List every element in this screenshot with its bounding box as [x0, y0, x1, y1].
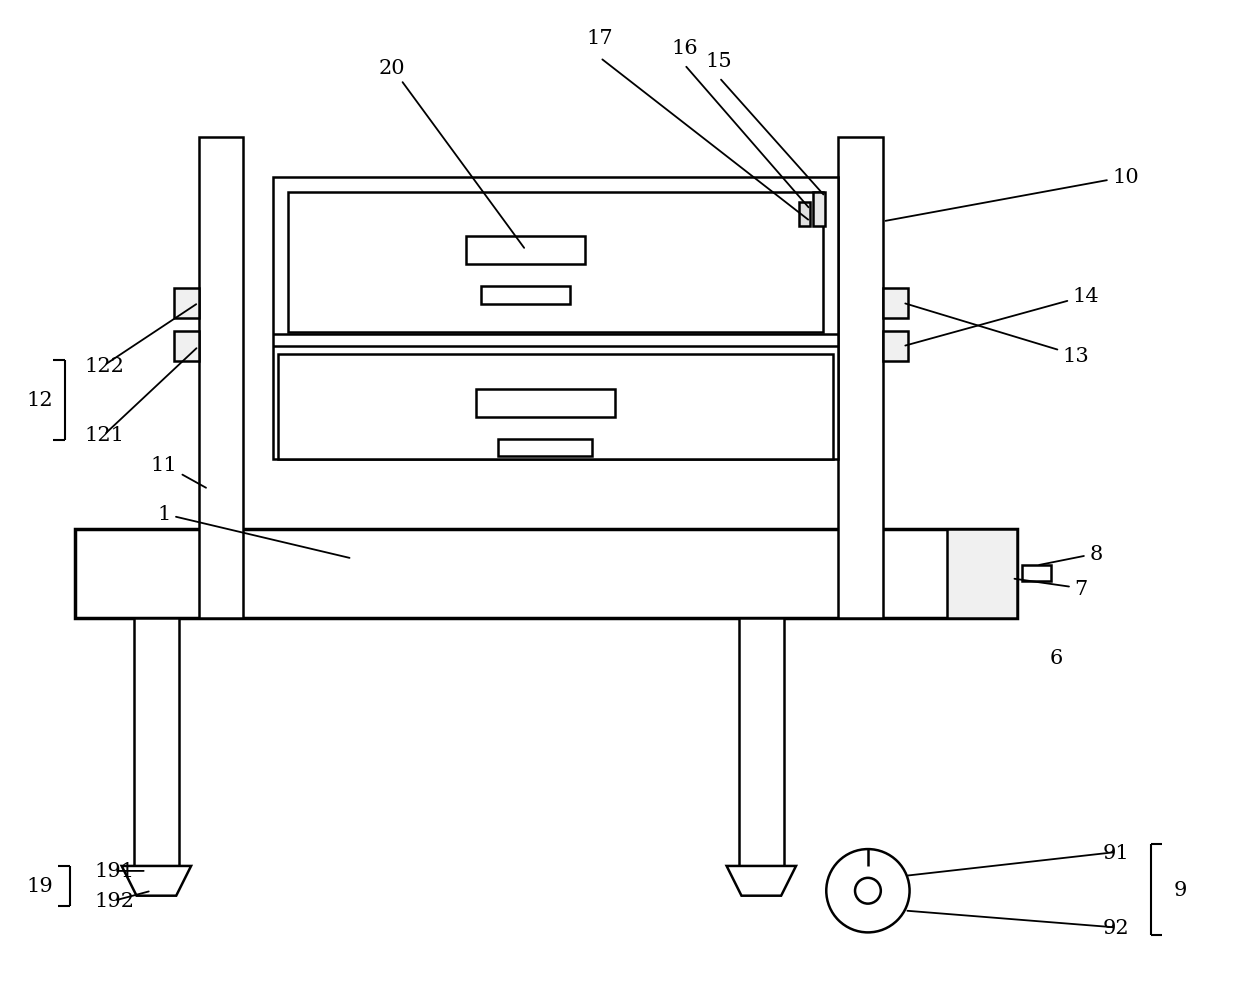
Text: 1: 1	[157, 505, 350, 559]
Text: 17: 17	[587, 29, 614, 48]
Bar	[174, 289, 198, 318]
Bar	[813, 193, 826, 227]
Text: 121: 121	[84, 425, 124, 444]
Bar	[198, 137, 243, 619]
Text: 15: 15	[706, 52, 733, 71]
Text: 16: 16	[671, 39, 698, 58]
Text: 13: 13	[905, 304, 1090, 365]
Text: 191: 191	[94, 862, 134, 881]
Bar	[799, 203, 811, 227]
Text: 122: 122	[84, 356, 124, 375]
Bar	[288, 193, 823, 333]
Bar	[838, 137, 883, 619]
Text: 7: 7	[1014, 579, 1087, 598]
Bar	[498, 439, 593, 457]
Text: 91: 91	[1102, 843, 1130, 862]
Polygon shape	[122, 866, 191, 896]
Bar	[278, 355, 833, 460]
Bar	[466, 237, 585, 265]
Bar	[476, 389, 615, 417]
Bar	[74, 530, 1017, 619]
Bar	[174, 332, 198, 362]
Text: 92: 92	[1102, 918, 1130, 937]
Bar	[883, 332, 908, 362]
Text: 19: 19	[26, 877, 53, 896]
Text: 6: 6	[1050, 649, 1063, 668]
Text: 20: 20	[378, 59, 525, 249]
Text: 14: 14	[905, 287, 1100, 346]
Bar	[957, 562, 1002, 586]
Text: 10: 10	[885, 169, 1140, 222]
Text: 9: 9	[1173, 881, 1187, 900]
Bar	[273, 178, 838, 460]
Text: 192: 192	[94, 892, 134, 911]
Polygon shape	[727, 866, 796, 896]
Bar	[883, 289, 908, 318]
Bar	[739, 619, 784, 866]
Bar	[134, 619, 179, 866]
Bar	[1022, 566, 1052, 582]
Text: 11: 11	[150, 455, 206, 488]
Text: 12: 12	[26, 391, 53, 410]
Text: 8: 8	[1039, 545, 1102, 566]
Bar	[481, 287, 570, 304]
Bar	[947, 530, 1017, 619]
